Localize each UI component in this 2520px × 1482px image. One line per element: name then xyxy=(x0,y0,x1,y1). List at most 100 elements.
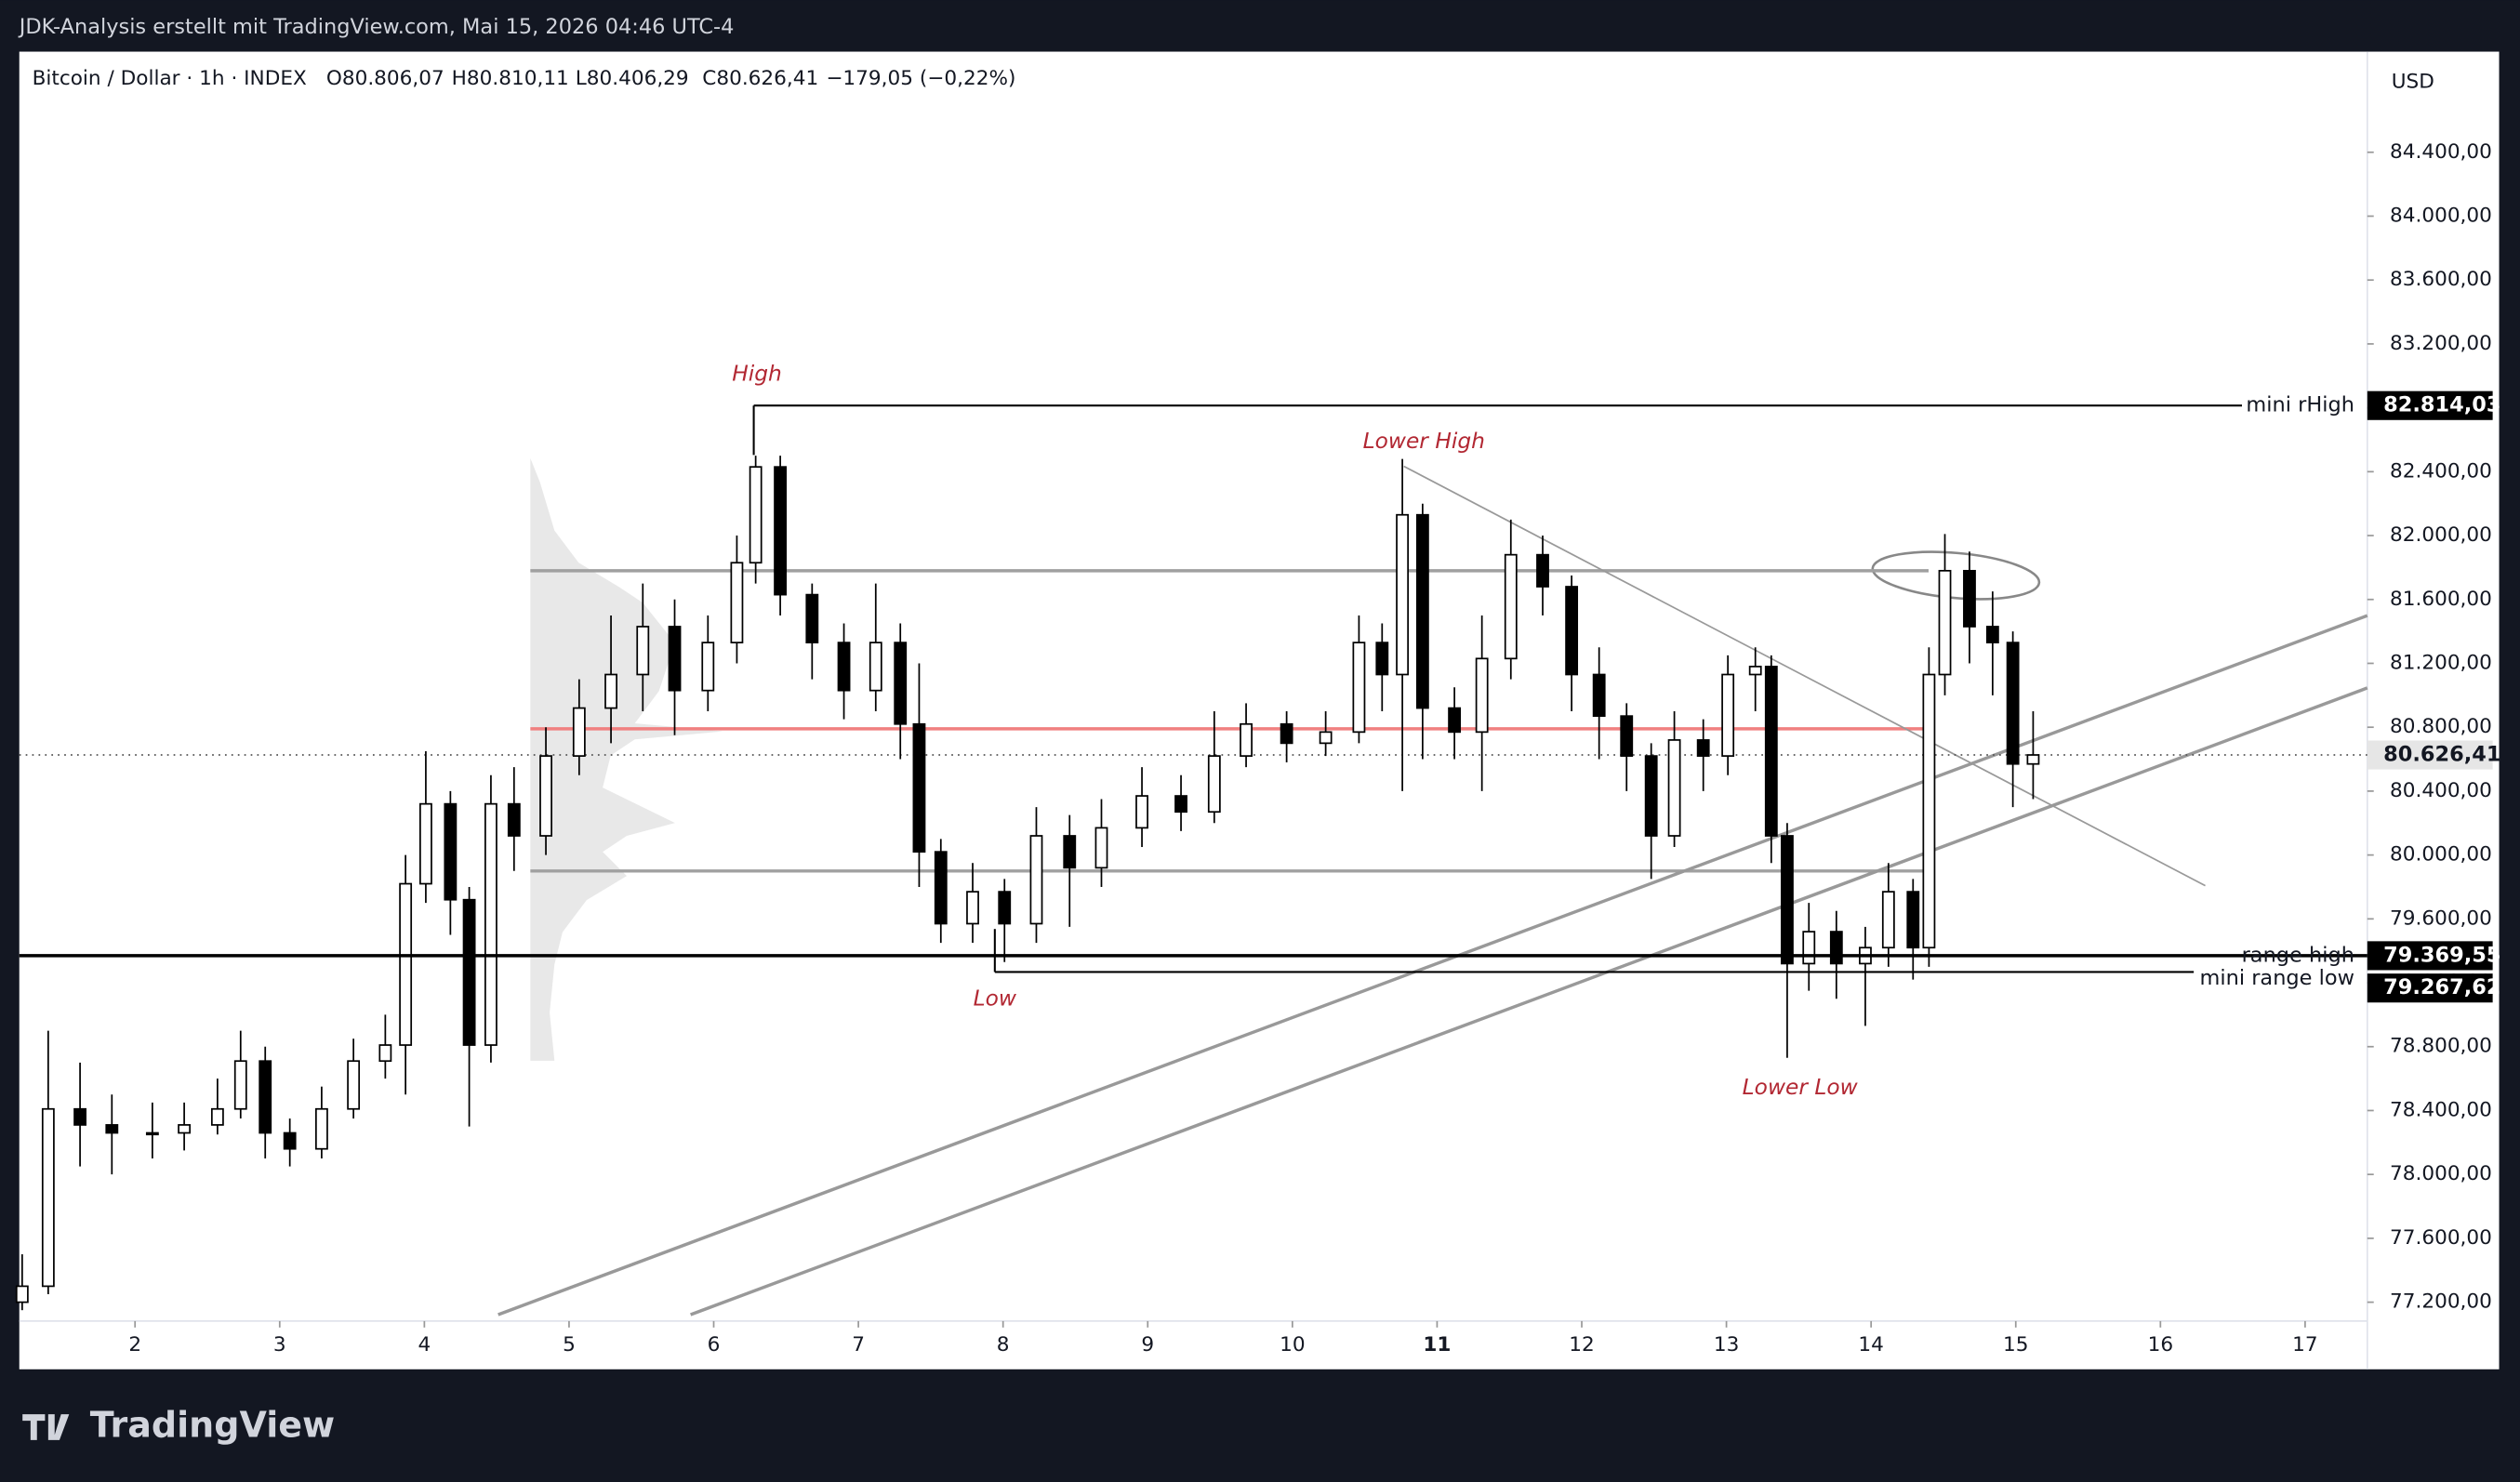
candle-body xyxy=(1781,835,1794,965)
y-tick-label: 80.800,00 xyxy=(2390,715,2492,738)
candle-body xyxy=(1207,755,1221,814)
candle-body xyxy=(462,898,476,1046)
candle-body xyxy=(1415,513,1429,709)
candle-body xyxy=(894,642,908,725)
trendline xyxy=(497,614,2368,1317)
candle-body xyxy=(145,1131,159,1136)
y-tick-label: 84.000,00 xyxy=(2390,204,2492,227)
candle-body xyxy=(966,891,979,925)
candle-body xyxy=(210,1107,224,1126)
highlight-ellipse xyxy=(1871,550,2041,601)
y-tick-label: 83.200,00 xyxy=(2390,332,2492,355)
candle-body xyxy=(1620,715,1634,757)
legend-low: L80.406,29 xyxy=(576,67,689,90)
candle-body xyxy=(1375,642,1389,676)
candle-body xyxy=(1280,722,1293,745)
candle-body xyxy=(1802,931,1816,965)
header: JDK-Analysis erstellt mit TradingView.co… xyxy=(18,15,735,39)
candle-body xyxy=(636,626,650,676)
candle-body xyxy=(1094,827,1108,869)
candle-body xyxy=(444,802,458,901)
x-tick-label: 16 xyxy=(2148,1333,2173,1356)
y-tick-label: 78.800,00 xyxy=(2390,1035,2492,1058)
y-tick-label: 77.600,00 xyxy=(2390,1226,2492,1250)
x-tick-label: 9 xyxy=(1141,1333,1154,1356)
candle-body xyxy=(730,562,744,644)
candle-body xyxy=(1906,891,1920,949)
candle-body xyxy=(1721,673,1735,757)
annotation: Lower High xyxy=(1363,428,1485,454)
candle-body xyxy=(419,802,432,885)
candle-body xyxy=(1644,755,1658,837)
x-tick-label: 4 xyxy=(418,1333,431,1356)
y-tick-label: 83.600,00 xyxy=(2390,268,2492,291)
candle-body xyxy=(1475,657,1489,734)
annotation: Lower Low xyxy=(1743,1074,1859,1100)
candle-body xyxy=(1063,835,1077,869)
candle-body xyxy=(1938,569,1952,676)
price-badge-label: 79.267,62 xyxy=(2383,975,2500,999)
candle-body xyxy=(912,722,926,853)
candle-body xyxy=(484,802,497,1046)
chart-area xyxy=(19,51,2500,1370)
candle-body xyxy=(347,1060,361,1110)
candle-body xyxy=(2026,754,2040,765)
x-tick-label: 7 xyxy=(852,1333,865,1356)
candle-body xyxy=(259,1060,272,1134)
current-price-label: 80.626,41 xyxy=(2383,743,2500,767)
candle-body xyxy=(1985,626,1999,644)
price-badge-label: 82.814,03 xyxy=(2383,393,2500,417)
x-tick-label: 15 xyxy=(2003,1333,2028,1356)
candle-body xyxy=(233,1060,247,1110)
x-tick-label: 5 xyxy=(563,1333,576,1356)
candle-body xyxy=(1592,673,1606,718)
y-tick-label: 81.600,00 xyxy=(2390,588,2492,611)
candle-body xyxy=(774,466,788,596)
candle-body xyxy=(869,642,882,692)
candle-body xyxy=(749,466,763,564)
y-tick-label: 81.200,00 xyxy=(2390,651,2492,674)
candle-body xyxy=(2006,642,2020,765)
candle-body xyxy=(399,882,413,1046)
candle-body xyxy=(73,1107,86,1126)
candle-body xyxy=(1240,722,1253,757)
level-name: mini rHigh xyxy=(2246,393,2354,417)
candle-body xyxy=(1174,795,1187,814)
candle-body xyxy=(1696,739,1710,757)
candle-body xyxy=(1922,673,1936,949)
x-tick-label: 17 xyxy=(2292,1333,2317,1356)
price-badge xyxy=(2367,941,2493,971)
y-tick-label: 82.400,00 xyxy=(2390,459,2492,483)
candle-body xyxy=(1396,513,1410,676)
candle-body xyxy=(105,1124,119,1134)
candle-body xyxy=(604,673,617,709)
legend-high: H80.810,11 xyxy=(452,67,569,90)
candle-body xyxy=(1565,586,1579,676)
level-name: range high xyxy=(2242,943,2354,967)
candle-body xyxy=(1881,891,1895,949)
candle-body xyxy=(934,851,948,925)
x-tick-label: 8 xyxy=(997,1333,1010,1356)
footer-logo: TradingView xyxy=(22,1404,335,1445)
x-tick-label: 13 xyxy=(1714,1333,1739,1356)
y-tick-label: 80.000,00 xyxy=(2390,843,2492,867)
candle-body xyxy=(314,1107,328,1150)
candle-body xyxy=(539,755,552,837)
x-tick-label: 14 xyxy=(1858,1333,1883,1356)
candle-body xyxy=(668,626,682,692)
annotation: Low xyxy=(974,986,1017,1012)
y-tick-label: 78.000,00 xyxy=(2390,1162,2492,1185)
candle-body xyxy=(1504,553,1518,660)
candle-body xyxy=(15,1285,29,1303)
candle-body xyxy=(805,593,819,644)
candle-body xyxy=(1667,739,1681,837)
candle-body xyxy=(1764,666,1778,837)
x-tick-label: 10 xyxy=(1280,1333,1305,1356)
legend-close: C80.626,41 xyxy=(702,67,818,90)
x-tick-label: 6 xyxy=(708,1333,721,1356)
price-badge-label: 79.369,55 xyxy=(2383,943,2500,967)
x-tick-label: 12 xyxy=(1569,1333,1594,1356)
x-tick-label: 2 xyxy=(128,1333,141,1356)
candle-body xyxy=(998,891,1012,925)
